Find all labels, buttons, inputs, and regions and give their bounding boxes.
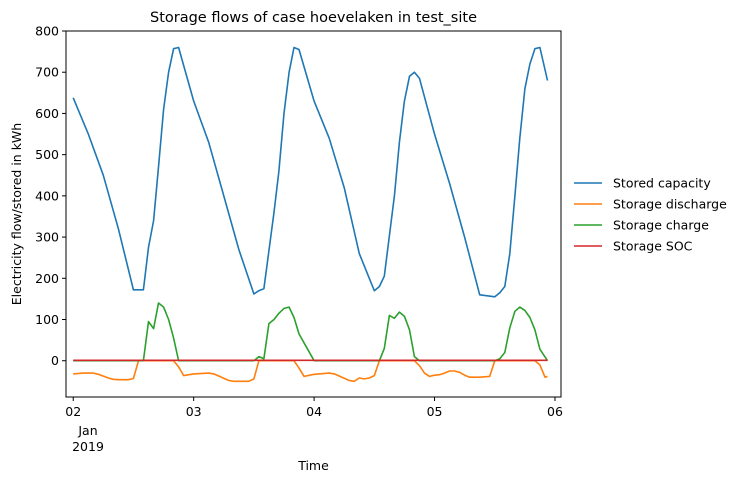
y-tick-label: 800 — [35, 24, 59, 39]
x-tick-label: 05 — [427, 404, 443, 419]
y-tick-label: 100 — [35, 312, 59, 327]
series-line-storage-charge — [73, 302, 549, 362]
y-tick-label: 200 — [35, 271, 59, 286]
x-secondary-label-year: 2019 — [72, 439, 104, 454]
y-axis-label: Electricity flow/stored in kWh — [9, 123, 24, 305]
y-tick-label: 300 — [35, 230, 59, 245]
x-secondary-label-month: Jan — [77, 423, 97, 438]
y-tick-label: 600 — [35, 106, 59, 121]
series-line-storage-discharge — [73, 359, 548, 383]
axis-ticks: 0 100 200 300 400 500 600 700 800 02 03 04 05 06 — [35, 24, 563, 420]
legend-label-storage-soc: Storage SOC — [613, 239, 693, 254]
legend-label-storage-charge: Storage charge — [613, 218, 709, 233]
y-tick-label: 500 — [35, 147, 59, 162]
series-lines — [72, 46, 549, 383]
y-tick-label: 700 — [35, 65, 59, 80]
x-tick-label: 06 — [547, 404, 563, 419]
plot-area — [65, 30, 562, 398]
legend: Stored capacity Storage discharge Storage … — [574, 176, 727, 254]
y-tick-label: 400 — [35, 188, 59, 203]
x-tick-label: 02 — [65, 404, 81, 419]
x-axis-label: Time — [297, 458, 329, 473]
x-tick-label: 04 — [306, 404, 322, 419]
legend-label-stored-capacity: Stored capacity — [613, 176, 711, 191]
series-line-stored-capacity — [72, 46, 549, 298]
x-tick-label: 03 — [186, 404, 202, 419]
y-tick-label: 0 — [51, 353, 59, 368]
chart-title: Storage flows of case hoevelaken in test… — [150, 10, 477, 26]
legend-label-storage-discharge: Storage discharge — [613, 197, 727, 212]
